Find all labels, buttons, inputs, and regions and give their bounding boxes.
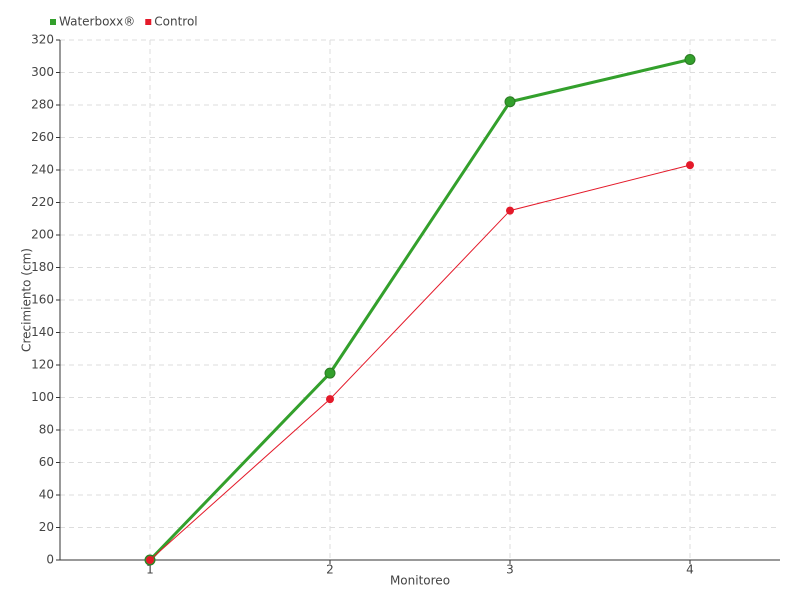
y-tick-label: 0: [46, 553, 54, 567]
y-tick-label: 100: [31, 390, 54, 404]
series-line: [149, 164, 691, 561]
y-tick-label: 200: [31, 228, 54, 242]
x-tick-label: 2: [326, 563, 334, 577]
x-tick-label: 3: [506, 563, 514, 577]
y-tick-label: 40: [39, 488, 54, 502]
y-tick-label: 80: [39, 423, 54, 437]
y-tick-label: 140: [31, 325, 54, 339]
y-tick-label: 240: [31, 163, 54, 177]
y-axis-label: Crecimiento (cm): [20, 248, 34, 352]
y-tick-label: 300: [31, 65, 54, 79]
legend-swatch: [145, 19, 152, 25]
y-tick-label: 160: [31, 293, 54, 307]
point: [684, 54, 696, 65]
point: [686, 161, 694, 170]
y-tick-label: 260: [31, 130, 54, 144]
legend-swatch: [50, 19, 56, 25]
y-tick-label: 280: [31, 98, 54, 112]
point: [506, 206, 514, 215]
point: [504, 96, 516, 108]
point: [146, 556, 154, 564]
x-tick-label: 4: [686, 563, 694, 577]
y-tick-label: 220: [31, 195, 54, 209]
x-axis-label: Monitoreo: [390, 574, 450, 588]
legend-label: Waterboxx®: [59, 15, 135, 29]
point: [326, 395, 334, 404]
x-tick-label: 1: [146, 563, 154, 577]
point: [324, 367, 336, 379]
y-tick-label: 320: [31, 33, 54, 47]
y-tick-label: 20: [39, 520, 54, 534]
y-tick-label: 180: [31, 260, 54, 274]
legend-label: Control: [154, 15, 197, 29]
series-line: [148, 58, 691, 562]
y-tick-label: 60: [39, 455, 54, 469]
y-tick-label: 120: [31, 358, 54, 372]
